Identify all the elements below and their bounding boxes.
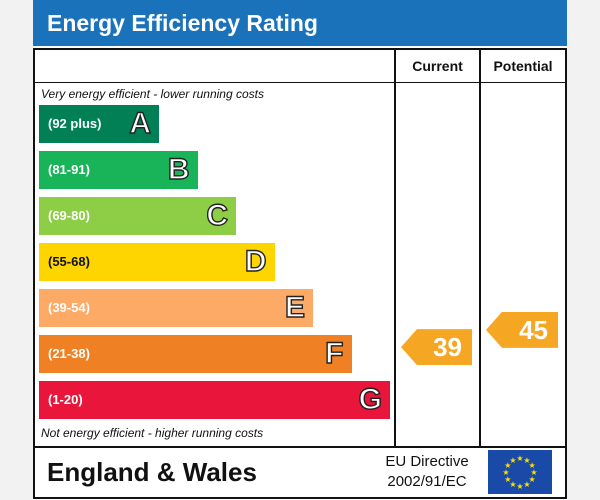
frame-left <box>33 48 35 499</box>
eu-star-icon: ★ <box>530 468 537 477</box>
eu-stars-icon: ★★★★★★★★★ ★ ★★ <box>502 454 537 491</box>
band-g-letter: G <box>358 382 383 416</box>
eu-star-icon: ★ <box>516 482 523 491</box>
eu-star-icon: ★ <box>529 475 536 484</box>
footer-region: England & Wales <box>47 457 257 487</box>
band-c: (69-80) C <box>39 197 236 235</box>
energy-rating-chart: Energy Efficiency Rating Current Potenti… <box>33 0 567 500</box>
band-e: (39-54) E <box>39 289 313 327</box>
band-g: (1-20) G <box>39 381 390 419</box>
eu-star-icon: ★ <box>509 456 516 465</box>
frame-right <box>565 48 567 499</box>
band-b-range: (81-91) <box>48 162 90 177</box>
potential-rating-arrow: 45 <box>486 311 558 348</box>
frame-top <box>33 48 567 50</box>
column-header-current: Current <box>412 58 463 74</box>
chart-title: Energy Efficiency Rating <box>33 0 567 46</box>
eu-star-icon: ★ <box>516 454 523 463</box>
band-f: (21-38) F <box>39 335 352 373</box>
band-b-letter: B <box>167 152 190 186</box>
band-d-range: (55-68) <box>48 254 90 269</box>
band-f-letter: F <box>324 336 344 370</box>
band-d: (55-68) D <box>39 243 275 281</box>
band-a: (92 plus) A <box>39 105 159 143</box>
frame-bottom <box>33 497 567 499</box>
band-c-range: (69-80) <box>48 208 90 223</box>
frame-body-bottom <box>33 446 567 448</box>
current-rating-arrow: 39 <box>401 329 472 366</box>
band-e-range: (39-54) <box>48 300 90 315</box>
current-rating-value: 39 <box>433 332 462 363</box>
frame-header-divider <box>33 82 567 83</box>
band-b: (81-91) B <box>39 151 198 189</box>
eu-star-icon: ★ <box>523 480 530 489</box>
eu-star-icon: ★ <box>523 456 530 465</box>
eu-star-icon: ★ <box>529 461 536 470</box>
band-a-letter: A <box>129 106 152 140</box>
footer-directive: EU Directive 2002/91/EC <box>377 452 477 492</box>
directive-line-2: 2002/91/EC <box>387 473 467 490</box>
band-g-range: (1-20) <box>48 392 83 407</box>
top-note: Very energy efficient - lower running co… <box>41 87 264 101</box>
frame-col-divider-1 <box>394 48 396 447</box>
column-header-potential: Potential <box>493 58 553 74</box>
bottom-note: Not energy efficient - higher running co… <box>41 426 264 440</box>
directive-line-1: EU Directive <box>385 453 469 470</box>
band-f-range: (21-38) <box>48 346 90 361</box>
eu-star-icon: ★ <box>504 461 511 470</box>
eu-star-icon: ★ <box>502 468 509 477</box>
eu-star-icon: ★ <box>504 475 511 484</box>
band-e-letter: E <box>284 290 305 324</box>
eu-star-icon: ★ <box>509 480 516 489</box>
band-d-letter: D <box>244 244 267 278</box>
potential-rating-value: 45 <box>519 314 548 345</box>
frame-col-divider-2 <box>479 48 481 447</box>
band-c-letter: C <box>206 198 229 232</box>
band-a-range: (92 plus) <box>48 116 102 131</box>
eu-flag-icon: ★ ★ ★ ★ ★ ★ ★ ★ ★ ★ ★ ★ <box>488 450 552 494</box>
